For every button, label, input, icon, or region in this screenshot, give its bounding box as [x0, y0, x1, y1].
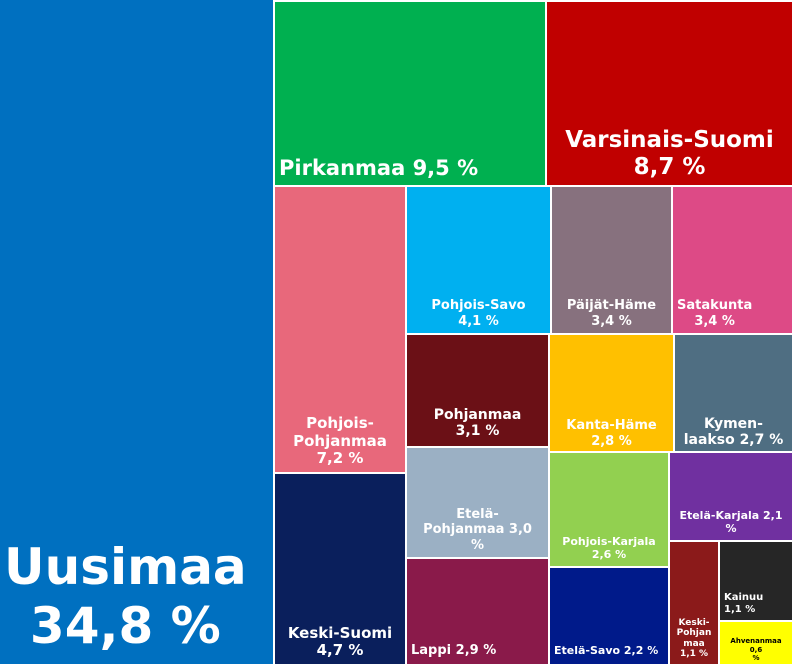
treemap-tile-label: Pohjois-Savo 4,1 %: [431, 298, 526, 329]
treemap-tile-label: Satakunta 3,4 %: [677, 298, 753, 329]
treemap-tile-label: Pohjanmaa 3,1 %: [433, 406, 522, 440]
treemap-tile-label: Lappi 2,9 %: [411, 642, 497, 658]
treemap-tile-keski-suomi: Keski-Suomi 4,7 %: [275, 474, 405, 664]
treemap-tile-kymenlaakso: Kymen- laakso 2,7 %: [675, 335, 792, 451]
treemap-tile-etelä-pohjanmaa: Etelä- Pohjanmaa 3,0 %: [407, 448, 548, 557]
treemap-tile-ahvenanmaa: Ahvenanmaa 0,6 %: [720, 622, 792, 664]
treemap-tile-kainuu: Kainuu 1,1 %: [720, 542, 792, 620]
treemap-tile-label: Uusimaa 34,8 %: [4, 538, 247, 655]
treemap-tile-pohjois-pohjanmaa: Pohjois- Pohjanmaa 7,2 %: [275, 187, 405, 472]
treemap-tile-label: Kymen- laakso 2,7 %: [683, 415, 784, 449]
treemap-tile-label: Keski-Suomi 4,7 %: [287, 623, 393, 660]
treemap-tile-keski-pohjanmaa: Keski- Pohjan maa 1,1 %: [670, 542, 718, 664]
treemap-tile-pohjois-savo: Pohjois-Savo 4,1 %: [407, 187, 550, 333]
treemap-tile-satakunta: Satakunta 3,4 %: [673, 187, 792, 333]
treemap-tile-label: Päijät-Häme 3,4 %: [566, 298, 657, 329]
treemap-tile-label: Etelä-Karjala 2,1 %: [679, 509, 783, 536]
treemap-tile-etelä-savo: Etelä-Savo 2,2 %: [550, 568, 668, 664]
treemap-tile-label: Keski- Pohjan maa 1,1 %: [676, 617, 712, 660]
treemap-tile-label: Varsinais-Suomi 8,7 %: [565, 126, 774, 180]
treemap-tile-label: Pirkanmaa 9,5 %: [279, 156, 479, 181]
treemap-tile-päijät-häme: Päijät-Häme 3,4 %: [552, 187, 671, 333]
treemap-tile-label: Pohjois- Pohjanmaa 7,2 %: [293, 413, 387, 468]
treemap-tile-pirkanmaa: Pirkanmaa 9,5 %: [275, 2, 545, 185]
treemap-tile-pohjois-karjala: Pohjois-Karjala 2,6 %: [550, 453, 668, 566]
treemap-tile-etelä-karjala: Etelä-Karjala 2,1 %: [670, 453, 792, 540]
treemap-tile-label: Etelä-Savo 2,2 %: [554, 644, 659, 658]
treemap-tile-label: Kanta-Häme 2,8 %: [566, 418, 657, 449]
treemap-tile-kanta-häme: Kanta-Häme 2,8 %: [550, 335, 673, 451]
treemap-tile-uusimaa: Uusimaa 34,8 %: [0, 0, 273, 664]
treemap-tile-label: Pohjois-Karjala 2,6 %: [562, 535, 656, 562]
treemap-tile-label: Ahvenanmaa 0,6 %: [730, 637, 782, 662]
treemap-tile-varsinais-suomi: Varsinais-Suomi 8,7 %: [547, 2, 792, 185]
treemap-tile-lappi: Lappi 2,9 %: [407, 559, 548, 664]
treemap-tile-label: Kainuu 1,1 %: [724, 592, 764, 616]
treemap-tile-label: Etelä- Pohjanmaa 3,0 %: [423, 507, 532, 553]
treemap-tile-pohjanmaa: Pohjanmaa 3,1 %: [407, 335, 548, 446]
